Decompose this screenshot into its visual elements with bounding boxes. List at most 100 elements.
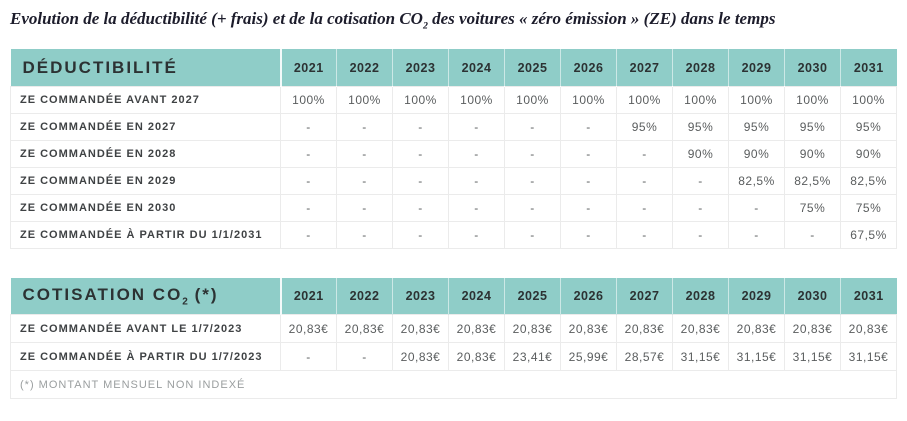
year-header-2030: 2030 [784,277,841,315]
year-header-2024: 2024 [448,49,505,87]
value-cell: - [336,166,393,195]
value-cell: - [336,112,393,141]
deductibility-table-title: DÉDUCTIBILITÉ [10,49,281,87]
value-cell: 90% [784,139,841,168]
value-cell: 31,15€ [672,342,729,372]
value-cell: - [448,220,505,249]
co2-title-post: (*) [187,284,219,304]
year-header-2030: 2030 [784,49,841,87]
value-cell: - [728,193,785,222]
value-cell: 75% [784,193,841,222]
year-header-2025: 2025 [504,277,561,315]
value-cell: 100% [616,85,673,114]
year-header-2028: 2028 [672,277,729,315]
value-cell: 90% [672,139,729,168]
value-cell: - [448,112,505,141]
value-cell: - [392,112,449,141]
value-cell: - [672,220,729,249]
year-header-2023: 2023 [392,49,449,87]
value-cell: 20,83€ [672,314,729,344]
value-cell: 20,83€ [280,314,337,344]
value-cell: 90% [840,139,897,168]
value-cell: - [616,166,673,195]
page-title-post: des voitures « zéro émission » (ZE) dans… [427,9,776,28]
row-label: ZE COMMANDÉE EN 2030 [10,193,281,222]
value-cell: 100% [784,85,841,114]
value-cell: - [784,220,841,249]
value-cell: - [504,166,561,195]
row-label: ZE COMMANDÉE AVANT 2027 [10,85,281,114]
year-header-2021: 2021 [279,277,337,315]
page-title-subscript: 2 [422,20,428,32]
value-cell: 100% [672,85,729,114]
value-cell: 95% [728,112,785,141]
year-header-2029: 2029 [728,49,785,87]
value-cell: 67,5% [840,220,897,249]
value-cell: 20,83€ [840,314,897,344]
deductibility-table: DÉDUCTIBILITÉ 2021 2022 2023 2024 2025 2… [10,49,897,249]
value-cell: 20,83€ [392,342,449,372]
value-cell: 82,5% [840,166,897,195]
value-cell: - [280,220,337,249]
year-header-2022: 2022 [336,49,393,87]
value-cell: 28,57€ [616,342,673,372]
value-cell: 31,15€ [840,342,897,372]
table-row: ZE COMMANDÉE À PARTIR DU 1/7/2023 - - 20… [10,342,897,372]
value-cell: 20,83€ [448,342,505,372]
value-cell: 20,83€ [616,314,673,344]
value-cell: - [280,112,337,141]
year-header-2024: 2024 [448,277,505,315]
value-cell: 95% [672,112,729,141]
co2-title-subscript: 2 [182,296,188,308]
year-header-2027: 2027 [616,49,673,87]
value-cell: - [392,220,449,249]
value-cell: 25,99€ [560,342,617,372]
value-cell: - [672,166,729,195]
value-cell: - [336,342,393,372]
header-row: DÉDUCTIBILITÉ 2021 2022 2023 2024 2025 2… [10,49,897,87]
value-cell: - [616,139,673,168]
year-header-2023: 2023 [392,277,449,315]
value-cell: 100% [448,85,505,114]
row-label: ZE COMMANDÉE AVANT LE 1/7/2023 [10,314,281,344]
year-header-2025: 2025 [504,49,561,87]
value-cell: - [448,139,505,168]
row-label: ZE COMMANDÉE EN 2028 [10,139,281,168]
footnote-text: (*) MONTANT MENSUEL NON INDEXÉ [10,370,897,400]
value-cell: 95% [840,112,897,141]
value-cell: 75% [840,193,897,222]
year-header-2021: 2021 [279,49,337,87]
value-cell: - [280,139,337,168]
value-cell: 100% [728,85,785,114]
value-cell: - [336,220,393,249]
year-header-2031: 2031 [840,277,897,315]
footnote-row: (*) MONTANT MENSUEL NON INDEXÉ [10,370,897,400]
year-header-2028: 2028 [672,49,729,87]
value-cell: 95% [616,112,673,141]
value-cell: - [616,193,673,222]
page-container: Evolution de la déductibilité (+ frais) … [10,9,897,400]
value-cell: - [280,342,337,372]
value-cell: 100% [336,85,393,114]
value-cell: 95% [784,112,841,141]
value-cell: - [280,166,337,195]
table-row: ZE COMMANDÉE À PARTIR DU 1/1/2031 - - - … [10,220,897,249]
table-row: ZE COMMANDÉE EN 2030 - - - - - - - - - 7… [10,193,897,222]
table-row: ZE COMMANDÉE EN 2027 - - - - - - 95% 95%… [10,112,897,141]
row-label: ZE COMMANDÉE EN 2029 [10,166,281,195]
value-cell: 20,83€ [336,314,393,344]
page-title: Evolution de la déductibilité (+ frais) … [10,9,897,31]
co2-table-title: COTISATION CO2 (*) [10,277,281,315]
header-row: COTISATION CO2 (*) 2021 2022 2023 2024 2… [10,277,897,315]
value-cell: - [728,220,785,249]
row-label: ZE COMMANDÉE À PARTIR DU 1/7/2023 [10,342,281,372]
value-cell: - [280,193,337,222]
value-cell: 20,83€ [448,314,505,344]
value-cell: 82,5% [728,166,785,195]
value-cell: 100% [392,85,449,114]
deductibility-table-header: DÉDUCTIBILITÉ 2021 2022 2023 2024 2025 2… [10,49,897,87]
value-cell: - [560,193,617,222]
value-cell: - [504,139,561,168]
value-cell: 20,83€ [560,314,617,344]
page-title-pre: Evolution de la déductibilité (+ frais) … [10,9,423,28]
